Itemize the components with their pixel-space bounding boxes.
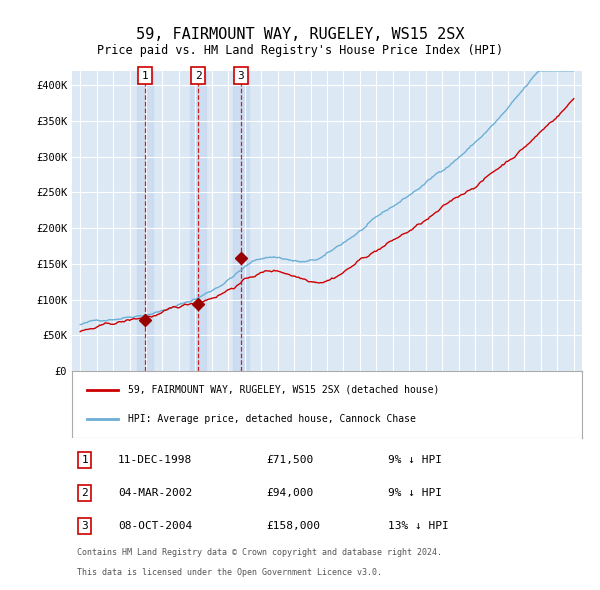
Bar [233, 71, 249, 371]
Text: This data is licensed under the Open Government Licence v3.0.: This data is licensed under the Open Gov… [77, 568, 382, 577]
Bar [190, 71, 206, 371]
Text: 9% ↓ HPI: 9% ↓ HPI [388, 488, 442, 498]
Text: Contains HM Land Registry data © Crown copyright and database right 2024.: Contains HM Land Registry data © Crown c… [77, 548, 442, 557]
Text: £71,500: £71,500 [266, 455, 313, 465]
Text: Price paid vs. HM Land Registry's House Price Index (HPI): Price paid vs. HM Land Registry's House … [97, 44, 503, 57]
Text: HPI: Average price, detached house, Cannock Chase: HPI: Average price, detached house, Cann… [128, 414, 416, 424]
Bar [137, 71, 153, 371]
Text: 9% ↓ HPI: 9% ↓ HPI [388, 455, 442, 465]
Text: 1: 1 [142, 71, 148, 81]
Text: 2: 2 [82, 488, 88, 498]
Text: 13% ↓ HPI: 13% ↓ HPI [388, 521, 449, 531]
Text: 59, FAIRMOUNT WAY, RUGELEY, WS15 2SX: 59, FAIRMOUNT WAY, RUGELEY, WS15 2SX [136, 27, 464, 41]
Text: 1: 1 [82, 455, 88, 465]
Text: £158,000: £158,000 [266, 521, 320, 531]
Text: 2: 2 [195, 71, 202, 81]
Text: 3: 3 [82, 521, 88, 531]
Text: 08-OCT-2004: 08-OCT-2004 [118, 521, 192, 531]
Text: £94,000: £94,000 [266, 488, 313, 498]
Text: 11-DEC-1998: 11-DEC-1998 [118, 455, 192, 465]
Text: 59, FAIRMOUNT WAY, RUGELEY, WS15 2SX (detached house): 59, FAIRMOUNT WAY, RUGELEY, WS15 2SX (de… [128, 385, 439, 395]
Text: 3: 3 [238, 71, 244, 81]
Text: 04-MAR-2002: 04-MAR-2002 [118, 488, 192, 498]
